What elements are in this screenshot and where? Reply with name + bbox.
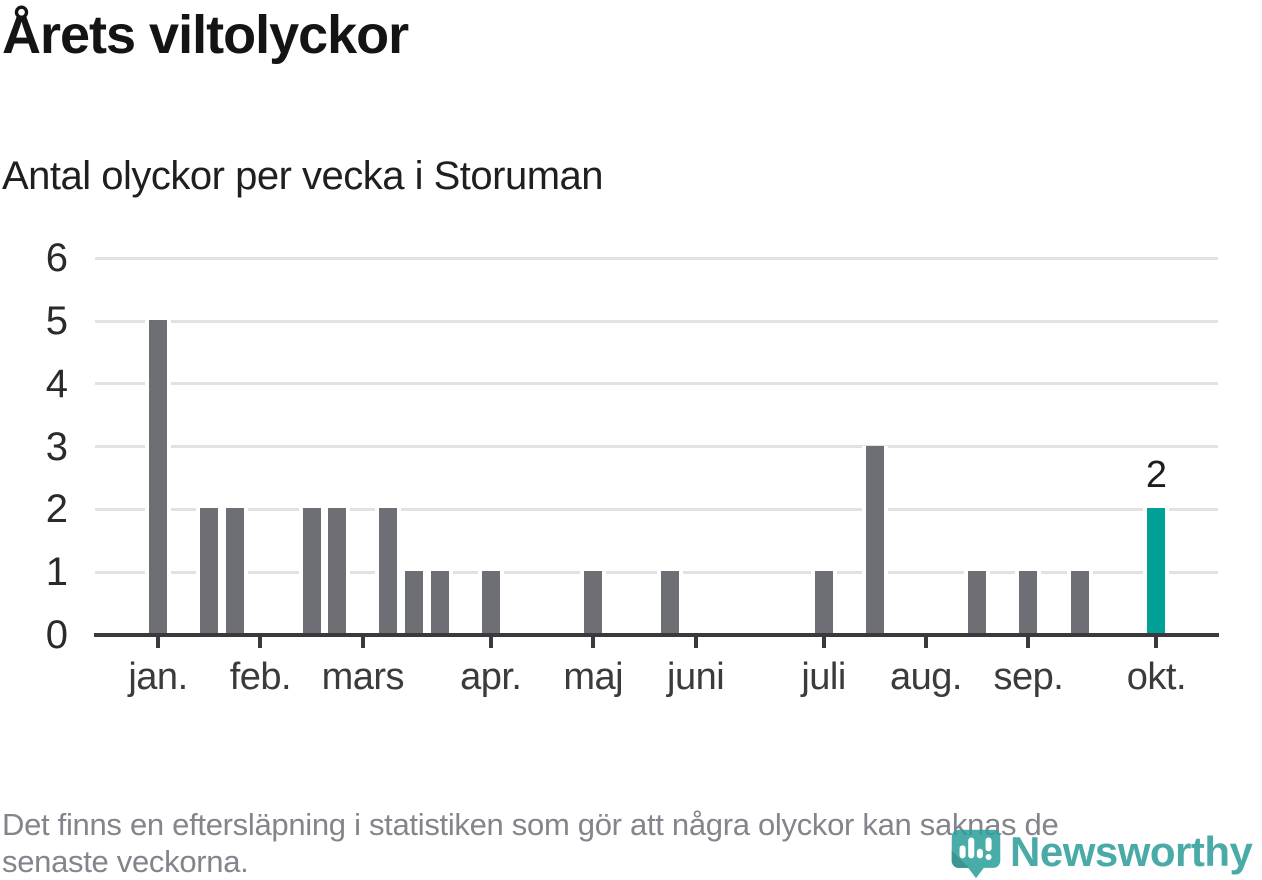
- x-tick-label-jan: jan.: [128, 656, 188, 698]
- bar-week-12: [426, 571, 453, 633]
- gridline-y-3: [95, 445, 1218, 449]
- bar-week-27: [810, 571, 837, 633]
- y-tick-label-6: 6: [45, 236, 68, 281]
- x-tick-apr: [488, 635, 493, 648]
- bar-week-4: [221, 508, 248, 633]
- bar-week-14: [477, 571, 504, 633]
- y-tick-label-1: 1: [45, 550, 68, 595]
- x-tick-label-aug: aug.: [890, 656, 962, 698]
- bar-week-33: [964, 571, 991, 633]
- y-tick-label-3: 3: [45, 424, 68, 469]
- chart-title: Årets viltolyckor: [2, 5, 409, 65]
- chart-subtitle: Antal olyckor per vecka i Storuman: [2, 154, 604, 198]
- bar-week-3: [196, 508, 223, 633]
- gridline-y-6: [95, 256, 1218, 260]
- bar-week-7: [298, 508, 325, 633]
- y-tick-label-2: 2: [45, 487, 68, 532]
- bar-week-29: [861, 445, 888, 633]
- x-tick-label-sep: sep.: [993, 656, 1064, 698]
- x-tick-juli: [821, 635, 826, 648]
- bar-week-18: [580, 571, 607, 633]
- bar-week-40-highlighted: [1143, 508, 1170, 633]
- x-tick-aug: [924, 635, 928, 648]
- footnote-line-1: Det finns en eftersläpning i statistiken…: [2, 807, 1059, 842]
- x-tick-label-mars: mars: [321, 656, 405, 698]
- bar-week-37: [1066, 571, 1093, 633]
- x-tick-jan: [156, 635, 160, 648]
- x-tick-feb: [258, 635, 263, 648]
- x-tick-label-juni: juni: [667, 656, 725, 698]
- footnote: Det finns en eftersläpning i statistiken…: [2, 806, 1059, 880]
- x-tick-label-juli: juli: [801, 656, 846, 698]
- gridline-y-4: [95, 382, 1218, 386]
- gridline-y-5: [95, 319, 1218, 323]
- footnote-line-2: senaste veckorna.: [2, 844, 249, 879]
- x-axis-line: [94, 633, 1219, 637]
- gridline-y-1: [95, 570, 1218, 574]
- x-tick-label-apr: apr.: [460, 656, 522, 698]
- y-tick-label-4: 4: [45, 361, 68, 406]
- x-tick-mars: [360, 635, 365, 648]
- bar-week-10: [375, 508, 402, 633]
- gridline-y-2: [95, 507, 1218, 511]
- bar-week-1: [145, 320, 171, 633]
- x-tick-sep: [1026, 635, 1031, 648]
- y-tick-label-0: 0: [45, 613, 68, 657]
- x-tick-label-okt: okt.: [1126, 656, 1187, 698]
- x-tick-label-maj: maj: [563, 656, 624, 698]
- newsworthy-wordmark: Newsworthy: [1010, 828, 1253, 875]
- x-tick-juni: [693, 635, 698, 648]
- newsworthy-pin-barchart-icon: [951, 829, 1001, 879]
- bar-week-8: [324, 508, 351, 633]
- bar-week-35: [1015, 571, 1042, 633]
- x-tick-okt: [1154, 635, 1159, 648]
- bar-value-label: 2: [1145, 454, 1167, 497]
- bar-week-11: [401, 571, 427, 633]
- y-tick-label-5: 5: [45, 299, 68, 343]
- x-tick-maj: [591, 635, 596, 648]
- x-tick-label-feb: feb.: [229, 656, 292, 698]
- bar-week-21: [657, 571, 683, 633]
